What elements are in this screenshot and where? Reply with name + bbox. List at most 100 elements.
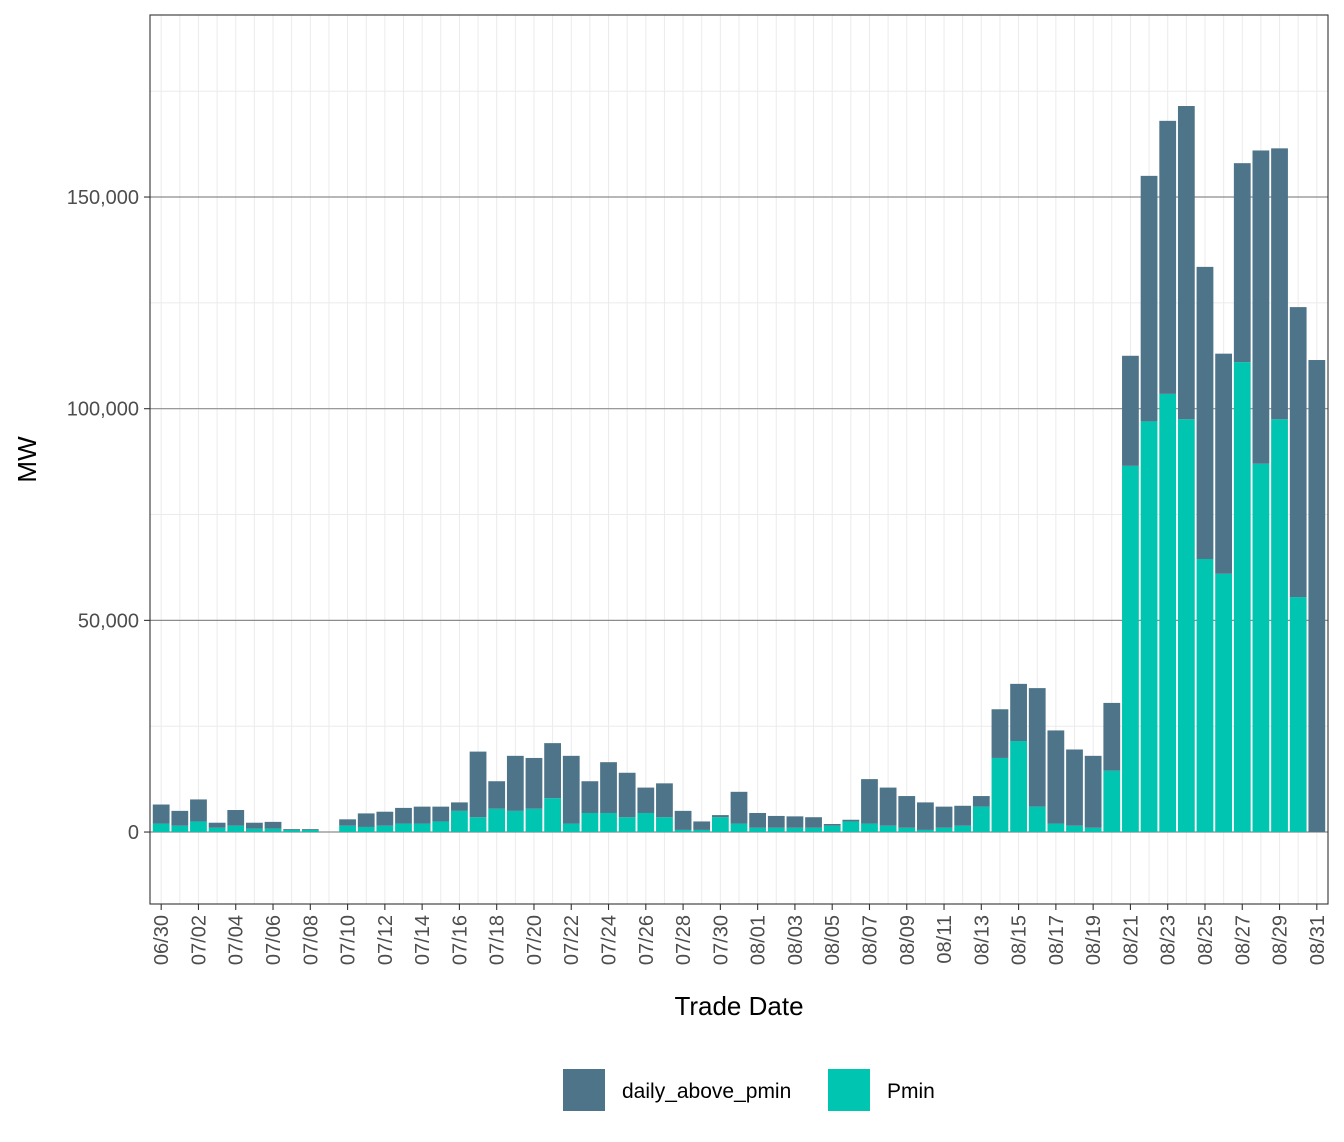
x-tick-label: 07/04: [226, 915, 248, 965]
bar-Pmin-07-16: [451, 810, 468, 833]
x-tick-label: 07/12: [375, 915, 397, 965]
bar-daily_above_pmin-07-20: [525, 757, 543, 809]
bar-Pmin-07-11: [357, 826, 375, 833]
bar-Pmin-08-19: [1084, 827, 1102, 833]
bar-daily_above_pmin-07-25: [618, 772, 636, 818]
bar-Pmin-08-15: [1010, 741, 1027, 833]
bar-daily_above_pmin-08-11: [935, 806, 953, 828]
bar-daily_above_pmin-08-19: [1084, 755, 1102, 828]
bar-Pmin-08-26: [1215, 573, 1233, 833]
bar-daily_above_pmin-08-20: [1103, 702, 1121, 771]
bar-Pmin-07-03: [208, 827, 226, 833]
x-tick-label: 08/03: [785, 915, 807, 965]
bar-Pmin-07-12: [376, 825, 394, 833]
bar-Pmin-07-06: [264, 828, 282, 833]
bar-daily_above_pmin-08-10: [917, 802, 934, 830]
bar-Pmin-08-28: [1252, 463, 1270, 833]
bar-daily_above_pmin-07-31: [730, 791, 748, 824]
x-axis: 06/30 07/02 07/04 07/06 07/08 07/10 07/12 07/14…: [151, 904, 1329, 965]
bar-daily_above_pmin-08-02: [767, 815, 785, 828]
bar-Pmin-07-04: [227, 825, 245, 833]
bar-daily_above_pmin-08-21: [1122, 355, 1139, 466]
bar-daily_above_pmin-08-17: [1047, 730, 1065, 824]
bar-Pmin-08-10: [917, 829, 934, 833]
bar-daily_above_pmin-07-03: [208, 822, 226, 828]
bar-Pmin-08-13: [972, 806, 990, 833]
bar-daily_above_pmin-07-08: [301, 829, 319, 830]
bar-daily_above_pmin-07-06: [264, 821, 282, 829]
x-tick-label: 08/13: [971, 915, 993, 965]
bar-Pmin-08-12: [954, 825, 972, 833]
bar-daily_above_pmin-07-18: [488, 781, 506, 809]
legend-label: Pmin: [887, 1080, 935, 1103]
bar-Pmin-07-18: [488, 808, 506, 833]
bar-Pmin-08-06: [842, 821, 860, 833]
bar-daily_above_pmin-08-23: [1159, 120, 1177, 394]
bar-daily_above_pmin-08-05: [823, 823, 841, 826]
x-tick-label: 08/17: [1046, 915, 1068, 965]
panel-border: [149, 14, 1329, 905]
legend-key-Pmin: [828, 1069, 870, 1111]
x-tick-label: 08/29: [1270, 915, 1292, 965]
x-tick-label: 07/24: [599, 915, 621, 965]
x-tick-label: 07/26: [636, 915, 658, 965]
bar-Pmin-07-30: [711, 817, 729, 833]
bar-daily_above_pmin-08-24: [1177, 106, 1195, 420]
bar-Pmin-07-15: [432, 821, 450, 833]
x-tick-label: 07/30: [710, 915, 732, 965]
x-tick-label: 08/27: [1232, 915, 1254, 965]
bar-daily_above_pmin-08-12: [954, 805, 972, 826]
bar-Pmin-07-02: [190, 821, 207, 833]
bar-Pmin-07-14: [413, 823, 431, 833]
bar-daily_above_pmin-07-11: [357, 813, 375, 827]
bar-daily_above_pmin-07-19: [506, 755, 524, 811]
bar-daily_above_pmin-07-29: [693, 821, 711, 830]
bar-daily_above_pmin-08-06: [842, 819, 860, 822]
bar-Pmin-08-27: [1233, 362, 1251, 833]
bar-daily_above_pmin-08-27: [1233, 163, 1251, 363]
y-axis: 0 50,000 100,000 150,000: [67, 187, 150, 844]
x-tick-label: 07/18: [487, 915, 509, 965]
bar-daily_above_pmin-07-05: [245, 822, 263, 829]
x-tick-label: 08/05: [822, 915, 844, 965]
bar-Pmin-07-13: [395, 823, 412, 833]
x-tick-label: 08/19: [1083, 915, 1105, 965]
bar-daily_above_pmin-07-15: [432, 806, 450, 822]
bar-Pmin-07-28: [674, 829, 692, 833]
bar-daily_above_pmin-06-30: [152, 804, 170, 824]
x-tick-label: 06/30: [151, 915, 173, 965]
bar-Pmin-08-25: [1196, 558, 1214, 833]
bar-Pmin-08-01: [749, 827, 767, 833]
bar-Pmin-07-21: [544, 798, 561, 833]
bar-Pmin-08-09: [898, 827, 916, 833]
x-tick-label: 08/07: [859, 915, 881, 965]
bar-daily_above_pmin-08-16: [1028, 688, 1046, 807]
x-tick-label: 08/11: [934, 915, 956, 964]
bar-daily_above_pmin-07-14: [413, 806, 431, 824]
bar-daily_above_pmin-07-23: [581, 781, 599, 813]
bar-Pmin-07-29: [693, 829, 711, 833]
bar-daily_above_pmin-08-03: [786, 816, 804, 828]
bar-daily_above_pmin-08-18: [1066, 749, 1083, 826]
bar-Pmin-08-07: [861, 823, 878, 833]
bar-daily_above_pmin-08-26: [1215, 353, 1233, 574]
bar-Pmin-08-08: [879, 825, 897, 833]
y-tick-label: 0: [128, 822, 139, 844]
bar-Pmin-07-19: [506, 810, 524, 833]
bar-daily_above_pmin-07-26: [637, 787, 655, 813]
bar-Pmin-07-31: [730, 823, 748, 833]
bar-Pmin-07-24: [600, 812, 617, 833]
bar-Pmin-08-02: [767, 827, 785, 833]
x-tick-label: 08/21: [1120, 915, 1142, 965]
bar-daily_above_pmin-07-04: [227, 810, 245, 826]
bar-Pmin-07-27: [656, 817, 673, 833]
bar-Pmin-08-11: [935, 827, 953, 833]
bar-Pmin-08-30: [1289, 597, 1307, 833]
x-tick-label: 07/02: [188, 915, 210, 965]
x-tick-label: 07/16: [449, 915, 471, 965]
bar-daily_above_pmin-08-31: [1308, 360, 1326, 833]
x-tick-label: 08/01: [748, 915, 770, 965]
bar-Pmin-07-17: [469, 817, 487, 833]
bar-daily_above_pmin-07-01: [171, 810, 189, 826]
